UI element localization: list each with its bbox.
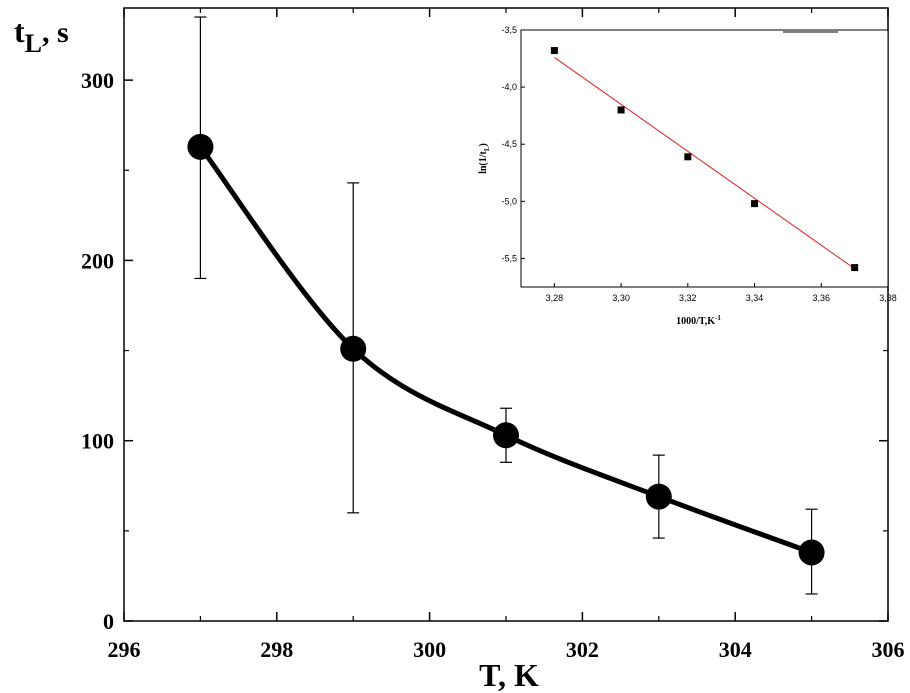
inset-y-tick-label: -5,0 <box>501 196 517 206</box>
data-point <box>340 335 367 362</box>
inset-data-point <box>851 264 859 272</box>
y-tick-label: 100 <box>81 429 114 454</box>
inset-plot: 3,28 3,30 3,32 3,34 3,36 3,38 -3,5 -4,0 -4,5 -5,0… <box>478 25 897 327</box>
inset-plot-frame <box>520 29 889 288</box>
data-point <box>798 539 825 566</box>
inset-y-tick-label: -4,5 <box>501 139 517 149</box>
data-point <box>493 422 519 449</box>
x-tick-label: 296 <box>108 637 141 662</box>
x-tick-label: 304 <box>719 637 752 662</box>
inset-x-axis-title: 1000/T,K-1 <box>676 314 721 327</box>
inset-y-axis-title: ln(1/tL) <box>478 143 491 174</box>
y-tick-label: 300 <box>81 68 114 93</box>
main-plot: 296 298 300 302 304 306 0 100 200 300 T, K tL, s <box>14 7 905 693</box>
inset-data-point <box>751 200 759 208</box>
x-axis-title: T, K <box>479 657 539 693</box>
inset-x-tick-label: 3,38 <box>879 293 897 303</box>
inset-fit-line <box>554 57 855 270</box>
inset-y-tick-label: -5,5 <box>501 253 517 263</box>
x-tick-label: 302 <box>566 637 599 662</box>
x-tick-label: 300 <box>413 637 446 662</box>
inset-data-point <box>684 153 692 161</box>
inset-y-tick-label: -4,0 <box>501 82 517 92</box>
x-tick-label: 306 <box>872 637 905 662</box>
inset-x-tick-label: 3,36 <box>813 293 831 303</box>
y-tick-label: 0 <box>103 609 114 634</box>
inset-y-tick-label: -3,5 <box>501 25 517 35</box>
inset-data-point <box>550 47 558 55</box>
x-tick-label: 298 <box>260 637 293 662</box>
inset-x-tick-label: 3,28 <box>546 293 564 303</box>
inset-data-point <box>617 106 625 114</box>
data-point <box>645 483 672 510</box>
inset-x-tick-label: 3,34 <box>746 293 764 303</box>
y-axis-title: tL, s <box>14 13 69 58</box>
data-point <box>187 133 214 160</box>
inset-x-tick-label: 3,30 <box>612 293 630 303</box>
y-tick-label: 200 <box>81 248 114 273</box>
inset-x-tick-label: 3,32 <box>679 293 697 303</box>
